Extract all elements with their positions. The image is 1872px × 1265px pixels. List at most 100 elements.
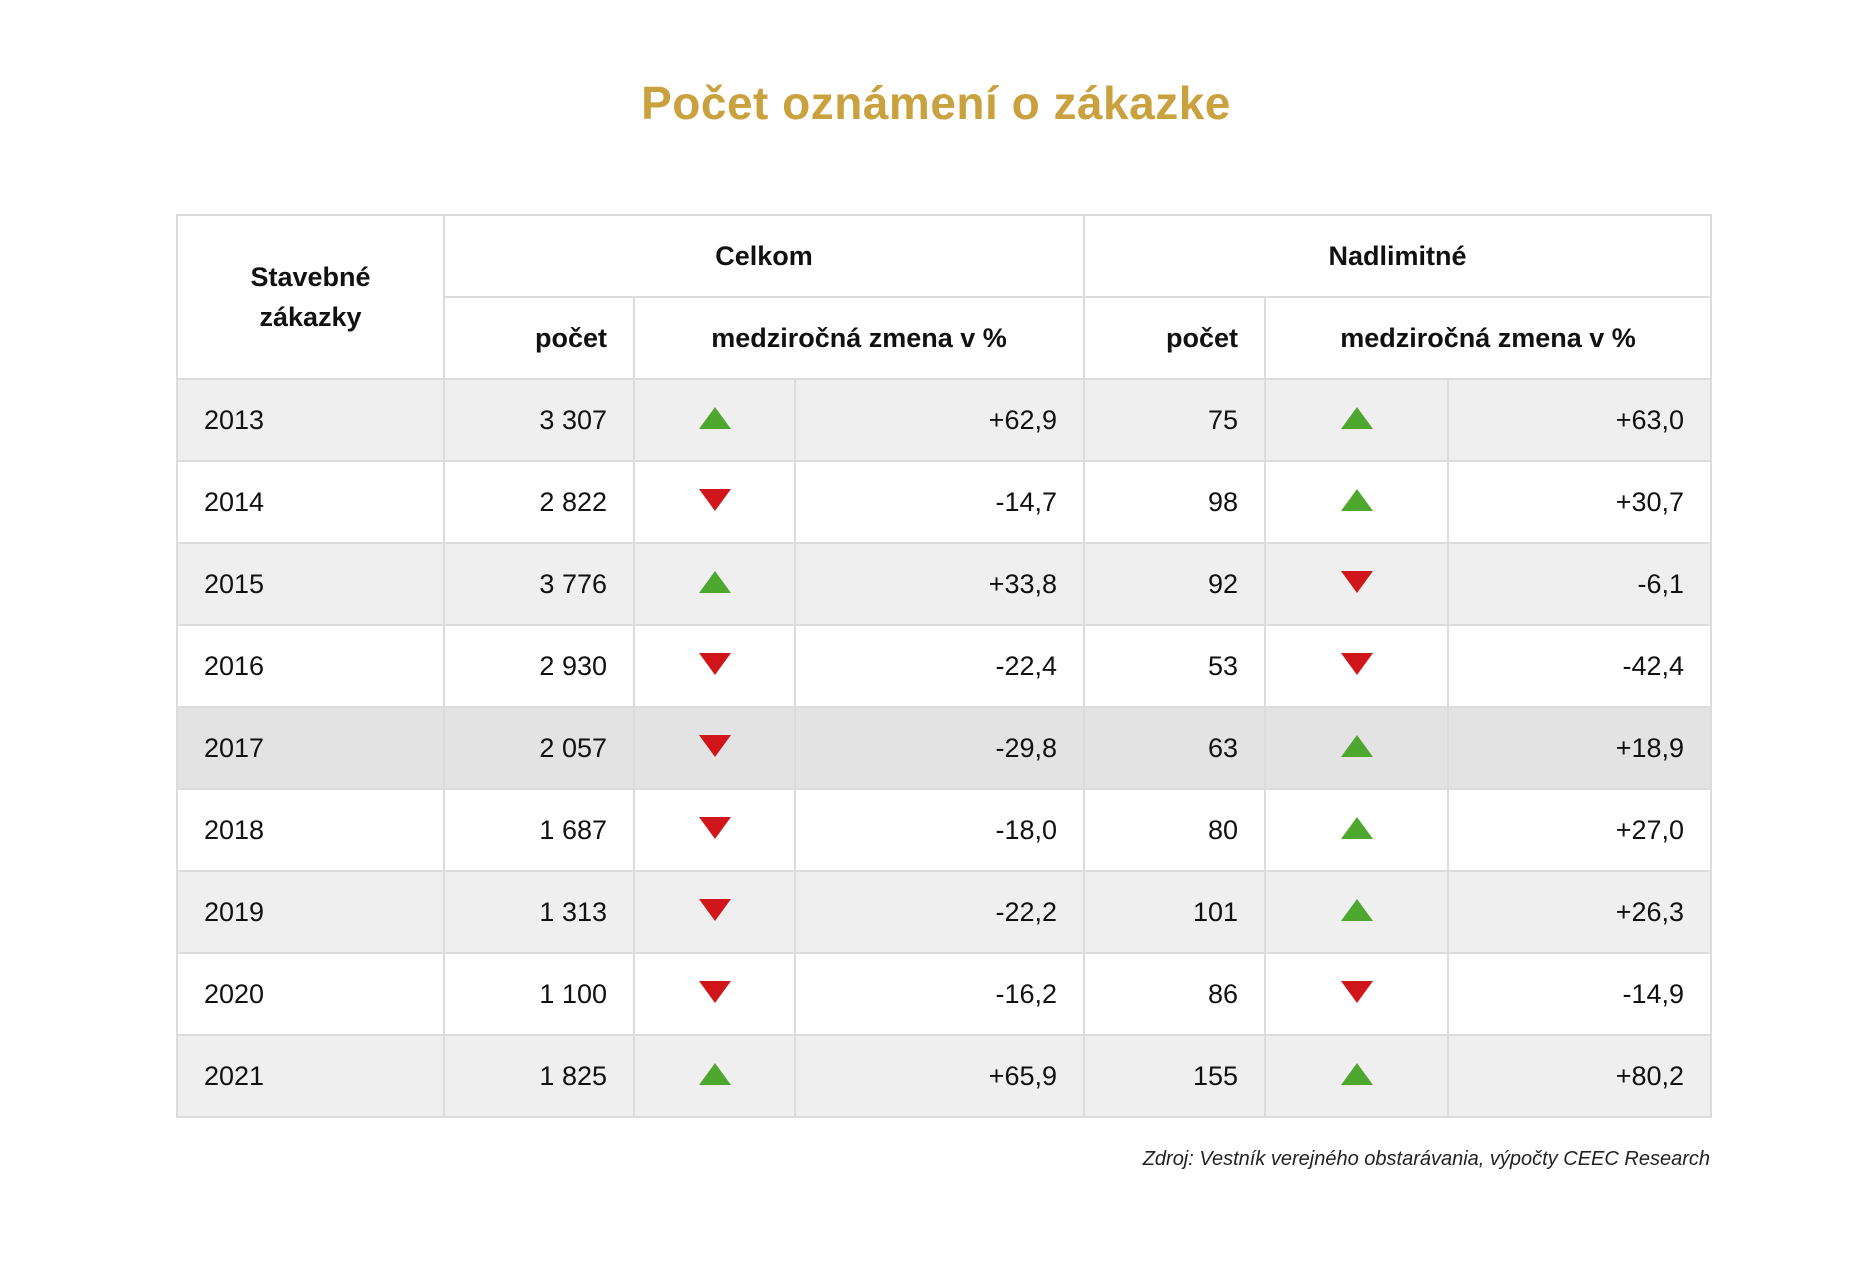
total-count-cell: 1 687 bbox=[443, 788, 635, 872]
above-trend-cell bbox=[1264, 788, 1449, 872]
year-cell: 2015 bbox=[176, 542, 445, 626]
total-trend-cell bbox=[633, 542, 796, 626]
table-row: 2017 2 057 -29,8 63 +18,9 bbox=[176, 706, 1713, 790]
total-change-cell: +65,9 bbox=[794, 1034, 1085, 1118]
total-trend-cell bbox=[633, 460, 796, 544]
triangle-up-icon bbox=[1340, 1062, 1373, 1085]
total-change-cell: -18,0 bbox=[794, 788, 1085, 872]
above-trend-cell bbox=[1264, 870, 1449, 954]
total-change-cell: -22,2 bbox=[794, 870, 1085, 954]
triangle-up-icon bbox=[1340, 734, 1373, 757]
total-trend-cell bbox=[633, 624, 796, 708]
total-change-cell: -14,7 bbox=[794, 460, 1085, 544]
above-count-cell: 155 bbox=[1083, 1034, 1266, 1118]
table-row: 2019 1 313 -22,2 101 +26,3 bbox=[176, 870, 1713, 954]
above-count-cell: 80 bbox=[1083, 788, 1266, 872]
above-change-cell: +63,0 bbox=[1446, 378, 1713, 462]
above-change-cell: -14,9 bbox=[1446, 952, 1713, 1036]
above-change-cell: +27,0 bbox=[1446, 788, 1713, 872]
table-row: 2016 2 930 -22,4 53 -42,4 bbox=[176, 624, 1713, 708]
total-trend-cell bbox=[633, 870, 796, 954]
above-trend-cell bbox=[1264, 460, 1449, 544]
year-cell: 2018 bbox=[176, 788, 445, 872]
total-change-cell: -22,4 bbox=[794, 624, 1085, 708]
header-row-label: Stavebné zákazky bbox=[176, 214, 445, 380]
triangle-up-icon bbox=[698, 1062, 731, 1085]
triangle-up-icon bbox=[1340, 898, 1373, 921]
total-change-cell: -29,8 bbox=[794, 706, 1085, 790]
table-row: 2018 1 687 -18,0 80 +27,0 bbox=[176, 788, 1713, 872]
year-cell: 2014 bbox=[176, 460, 445, 544]
above-change-cell: +26,3 bbox=[1446, 870, 1713, 954]
total-count-cell: 1 825 bbox=[443, 1034, 635, 1118]
year-cell: 2020 bbox=[176, 952, 445, 1036]
triangle-down-icon bbox=[698, 980, 731, 1003]
total-trend-cell bbox=[633, 706, 796, 790]
above-change-cell: -6,1 bbox=[1446, 542, 1713, 626]
triangle-up-icon bbox=[1340, 406, 1373, 429]
total-trend-cell bbox=[633, 1034, 796, 1118]
triangle-up-icon bbox=[698, 570, 731, 593]
above-count-cell: 53 bbox=[1083, 624, 1266, 708]
above-count-cell: 86 bbox=[1083, 952, 1266, 1036]
above-change-cell: +18,9 bbox=[1446, 706, 1713, 790]
above-trend-cell bbox=[1264, 378, 1449, 462]
total-trend-cell bbox=[633, 952, 796, 1036]
above-change-cell: -42,4 bbox=[1446, 624, 1713, 708]
triangle-down-icon bbox=[1340, 652, 1373, 675]
source-note: Zdroj: Vestník verejného obstarávania, v… bbox=[1142, 1148, 1710, 1170]
above-count-cell: 63 bbox=[1083, 706, 1266, 790]
triangle-down-icon bbox=[1340, 570, 1373, 593]
above-count-cell: 98 bbox=[1083, 460, 1266, 544]
above-trend-cell bbox=[1264, 624, 1449, 708]
triangle-down-icon bbox=[698, 652, 731, 675]
total-count-cell: 3 307 bbox=[443, 378, 635, 462]
total-count-cell: 2 822 bbox=[443, 460, 635, 544]
above-trend-cell bbox=[1264, 542, 1449, 626]
total-change-cell: +62,9 bbox=[794, 378, 1085, 462]
total-count-cell: 2 057 bbox=[443, 706, 635, 790]
total-count-cell: 2 930 bbox=[443, 624, 635, 708]
page-title: Počet oznámení o zákazke bbox=[641, 77, 1231, 129]
table-row: 2015 3 776 +33,8 92 -6,1 bbox=[176, 542, 1713, 626]
triangle-down-icon bbox=[698, 816, 731, 839]
table-row: 2020 1 100 -16,2 86 -14,9 bbox=[176, 952, 1713, 1036]
total-trend-cell bbox=[633, 378, 796, 462]
header-group-above-limit: Nadlimitné bbox=[1082, 214, 1713, 298]
header-above-change: medziročná zmena v % bbox=[1263, 296, 1713, 380]
total-change-cell: -16,2 bbox=[794, 952, 1085, 1036]
table-row: 2014 2 822 -14,7 98 +30,7 bbox=[176, 460, 1713, 544]
table-row: 2013 3 307 +62,9 75 +63,0 bbox=[176, 378, 1713, 462]
triangle-down-icon bbox=[1340, 980, 1373, 1003]
triangle-down-icon bbox=[698, 898, 731, 921]
total-change-cell: +33,8 bbox=[794, 542, 1085, 626]
total-count-cell: 1 313 bbox=[443, 870, 635, 954]
year-cell: 2016 bbox=[176, 624, 445, 708]
data-table: Stavebné zákazky Celkom Nadlimitné počet… bbox=[176, 214, 1713, 1118]
above-count-cell: 101 bbox=[1083, 870, 1266, 954]
total-count-cell: 3 776 bbox=[443, 542, 635, 626]
year-cell: 2019 bbox=[176, 870, 445, 954]
above-count-cell: 75 bbox=[1083, 378, 1266, 462]
total-trend-cell bbox=[633, 788, 796, 872]
header-total-count: počet bbox=[443, 296, 635, 380]
header-group-total: Celkom bbox=[443, 214, 1085, 298]
above-trend-cell bbox=[1264, 1034, 1449, 1118]
above-change-cell: +80,2 bbox=[1446, 1034, 1713, 1118]
year-cell: 2017 bbox=[176, 706, 445, 790]
triangle-up-icon bbox=[1340, 488, 1373, 511]
triangle-down-icon bbox=[698, 488, 731, 511]
year-cell: 2013 bbox=[176, 378, 445, 462]
year-cell: 2021 bbox=[176, 1034, 445, 1118]
above-count-cell: 92 bbox=[1083, 542, 1266, 626]
header-total-change: medziročná zmena v % bbox=[633, 296, 1085, 380]
table-row: 2021 1 825 +65,9 155 +80,2 bbox=[176, 1034, 1713, 1118]
triangle-down-icon bbox=[698, 734, 731, 757]
above-trend-cell bbox=[1264, 952, 1449, 1036]
triangle-up-icon bbox=[1340, 816, 1373, 839]
above-change-cell: +30,7 bbox=[1446, 460, 1713, 544]
total-count-cell: 1 100 bbox=[443, 952, 635, 1036]
triangle-up-icon bbox=[698, 406, 731, 429]
above-trend-cell bbox=[1264, 706, 1449, 790]
header-above-count: počet bbox=[1083, 296, 1266, 380]
